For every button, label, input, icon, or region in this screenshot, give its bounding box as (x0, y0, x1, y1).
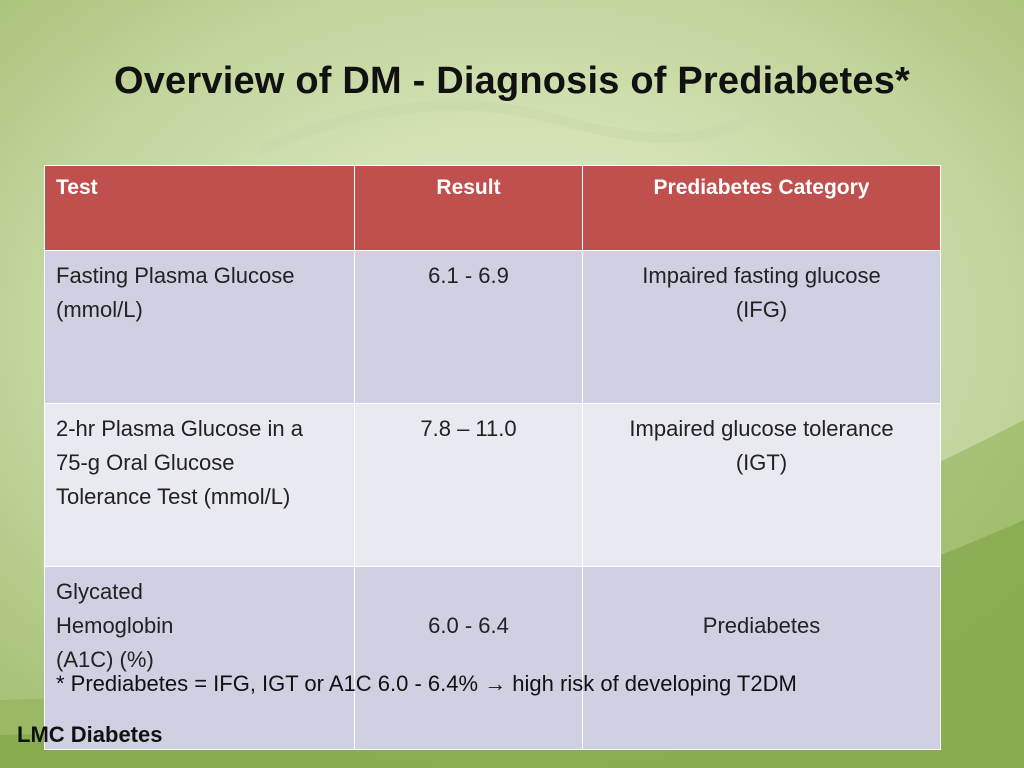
cell-test-line: Glycated (56, 579, 143, 604)
cell-test-line: Hemoglobin (56, 613, 174, 638)
cell-result: 6.0 - 6.4 (354, 566, 583, 750)
table-header-row: Test Result Prediabetes Category (44, 165, 941, 251)
cell-category-line: (IGT) (735, 450, 788, 475)
cell-category-line: Impaired glucose tolerance (629, 416, 894, 441)
cell-test: Glycated Hemoglobin (A1C) (%) (44, 566, 355, 750)
cell-category-line: (IFG) (735, 297, 788, 322)
table-row: Glycated Hemoglobin (A1C) (%) 6.0 - 6.4 … (44, 566, 941, 750)
cell-test-line: Tolerance Test (mmol/L) (56, 484, 291, 509)
cell-result: 7.8 – 11.0 (354, 403, 583, 567)
table-row: 2-hr Plasma Glucose in a 75-g Oral Gluco… (44, 403, 941, 567)
footnote-text-after: high risk of developing T2DM (506, 671, 797, 696)
cell-test: Fasting Plasma Glucose (mmol/L) (44, 250, 355, 404)
cell-category-line: Impaired fasting glucose (642, 263, 881, 288)
cell-test-line: (A1C) (%) (56, 647, 154, 672)
arrow-right-icon: → (484, 671, 507, 696)
cell-test: 2-hr Plasma Glucose in a 75-g Oral Gluco… (44, 403, 355, 567)
cell-category: Impaired glucose tolerance (IGT) (582, 403, 941, 567)
header-category: Prediabetes Category (582, 165, 941, 251)
cell-category: Prediabetes (582, 566, 941, 750)
cell-test-line: 75-g Oral Glucose (56, 450, 235, 475)
prediabetes-table: Test Result Prediabetes Category Fasting… (44, 165, 941, 750)
cell-test-line: (mmol/L) (56, 297, 143, 322)
footnote-text-before: * Prediabetes = IFG, IGT or A1C 6.0 - 6.… (56, 671, 485, 696)
cell-category-line: Prediabetes (702, 613, 821, 638)
cell-result: 6.1 - 6.9 (354, 250, 583, 404)
cell-category: Impaired fasting glucose (IFG) (582, 250, 941, 404)
cell-test-line: Fasting Plasma Glucose (56, 263, 295, 288)
table-row: Fasting Plasma Glucose (mmol/L) 6.1 - 6.… (44, 250, 941, 404)
footnote: * Prediabetes = IFG, IGT or A1C 6.0 - 6.… (56, 667, 797, 701)
slide-title: Overview of DM - Diagnosis of Prediabete… (113, 60, 911, 102)
cell-test-line: 2-hr Plasma Glucose in a (56, 416, 303, 441)
header-result: Result (354, 165, 583, 251)
footer-brand: LMC Diabetes (17, 722, 163, 747)
header-test: Test (44, 165, 355, 251)
